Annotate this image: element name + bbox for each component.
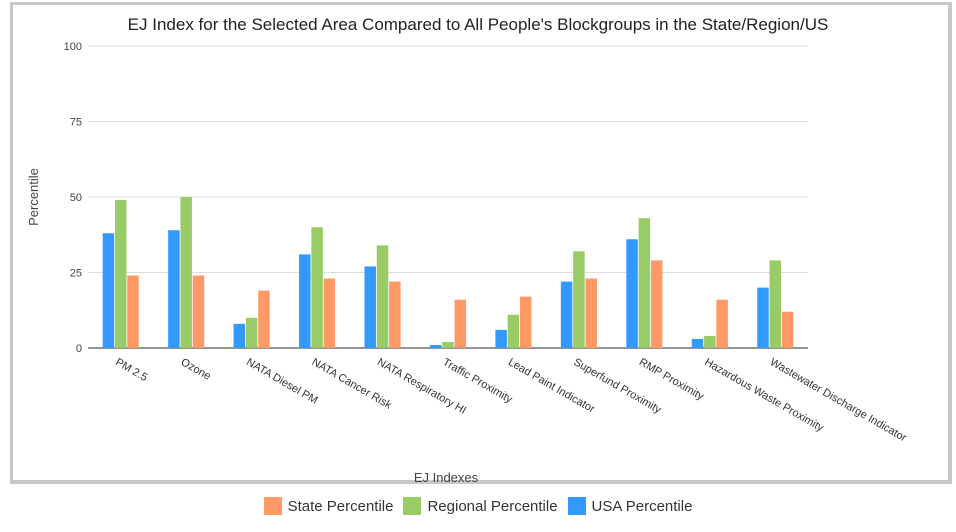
- bar-state-percentile: [258, 290, 270, 348]
- bar-chart: EJ Index for the Selected Area Compared …: [26, 15, 909, 485]
- y-tick-label: 0: [76, 343, 82, 355]
- bar-usa-percentile: [560, 281, 573, 348]
- chart-frame: [10, 2, 952, 484]
- bar-state-percentile: [781, 311, 794, 348]
- bar-usa-percentile: [168, 230, 180, 348]
- bar-regional-percentile: [180, 197, 192, 348]
- x-tick-label: Hazardous Waste Proximity: [702, 356, 826, 434]
- bar-state-percentile: [192, 275, 205, 348]
- y-axis-label: Percentile: [26, 168, 41, 226]
- bar-usa-percentile: [691, 338, 704, 348]
- bar-regional-percentile: [769, 260, 782, 348]
- bar-usa-percentile: [233, 323, 246, 348]
- bar-state-percentile: [520, 296, 532, 348]
- bar-state-percentile: [323, 278, 336, 348]
- bar-usa-percentile: [364, 266, 376, 348]
- bar-regional-percentile: [573, 251, 585, 348]
- legend-label-regional: Regional Percentile: [427, 497, 558, 515]
- bar-state-percentile: [127, 275, 139, 348]
- bar-regional-percentile: [442, 341, 454, 348]
- legend-item-state[interactable]: State Percentile: [263, 497, 394, 515]
- bar-usa-percentile: [626, 239, 638, 348]
- bar-regional-percentile: [376, 245, 389, 348]
- bar-usa-percentile: [757, 287, 769, 348]
- bar-regional-percentile: [245, 317, 258, 348]
- legend-swatch-regional: [403, 497, 422, 515]
- bar-usa-percentile: [102, 233, 115, 348]
- bar-state-percentile: [585, 278, 597, 348]
- bar-state-percentile: [650, 260, 663, 348]
- bar-regional-percentile: [311, 227, 323, 348]
- chart-legend: State Percentile Regional Percentile USA…: [0, 497, 956, 515]
- bar-regional-percentile: [507, 314, 520, 348]
- y-tick-label: 50: [70, 192, 82, 204]
- legend-swatch-state: [263, 497, 282, 515]
- y-tick-label: 100: [64, 41, 82, 53]
- x-tick-label: Ozone: [179, 356, 213, 383]
- legend-label-usa: USA Percentile: [591, 497, 693, 515]
- y-tick-label: 75: [70, 117, 82, 129]
- bar-state-percentile: [454, 299, 467, 348]
- bar-regional-percentile: [638, 218, 651, 348]
- y-tick-label: 25: [70, 268, 82, 280]
- bar-regional-percentile: [704, 335, 716, 348]
- bar-usa-percentile: [299, 254, 311, 348]
- legend-item-usa[interactable]: USA Percentile: [567, 497, 693, 515]
- x-tick-label: NATA Diesel PM: [244, 356, 320, 407]
- chart-title: EJ Index for the Selected Area Compared …: [128, 15, 829, 34]
- bar-state-percentile: [389, 281, 401, 348]
- legend-label-state: State Percentile: [287, 497, 394, 515]
- legend-swatch-usa: [567, 497, 586, 515]
- bar-usa-percentile: [429, 344, 442, 348]
- x-tick-label: Wastewater Discharge Indicator: [768, 356, 909, 444]
- legend-item-regional[interactable]: Regional Percentile: [403, 497, 558, 515]
- bar-regional-percentile: [114, 200, 127, 348]
- x-tick-label: PM 2.5: [113, 356, 149, 384]
- bar-state-percentile: [716, 299, 728, 348]
- x-axis-label: EJ Indexes: [414, 470, 479, 485]
- bar-usa-percentile: [495, 329, 507, 348]
